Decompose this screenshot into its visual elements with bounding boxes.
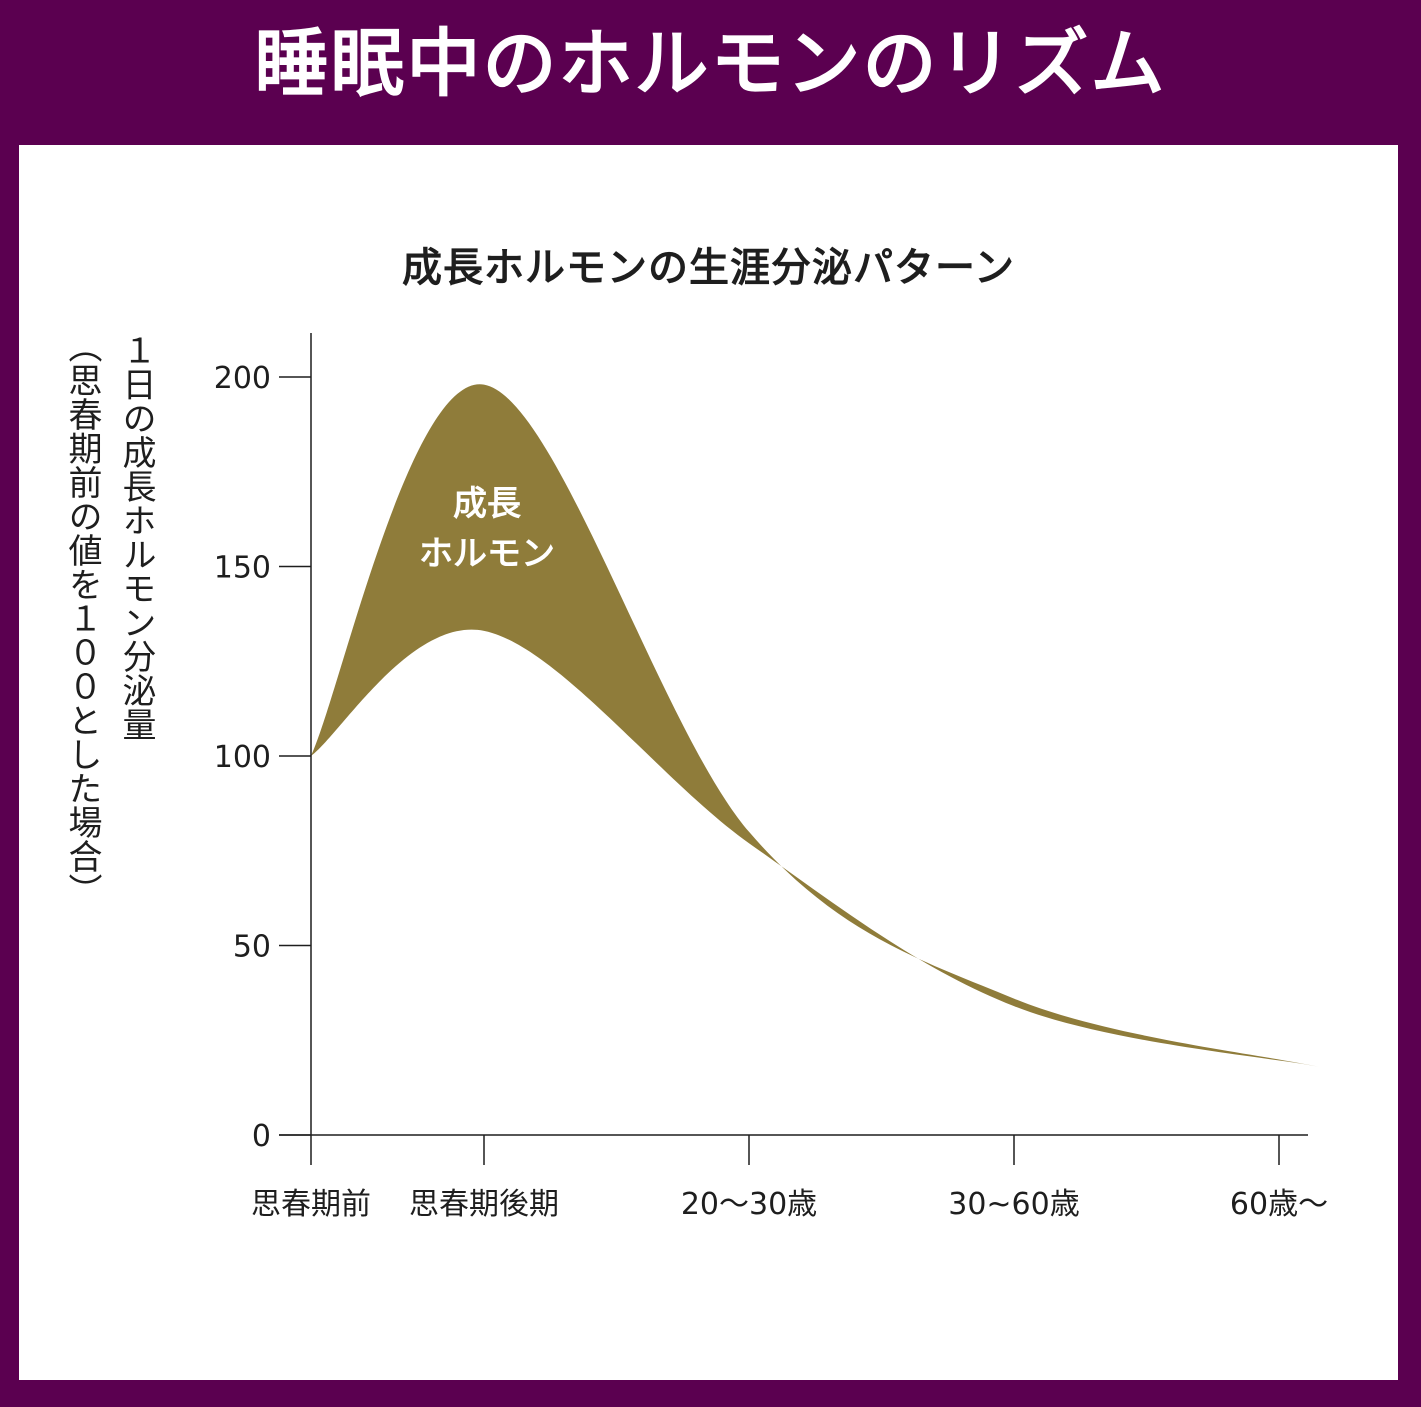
y-axis-label-note: （思春期前の値を１００とした場合） (62, 329, 102, 907)
y-axis-label: １日の成長ホルモン分泌量 (116, 333, 156, 741)
x-tick-label: 60歳〜 (1230, 1187, 1328, 1222)
x-tick-label: 30~60歳 (948, 1187, 1079, 1222)
y-tick-label: 50 (233, 930, 271, 965)
page-title: 睡眠中のホルモンのリズム (254, 21, 1167, 107)
y-tick-label: 150 (214, 551, 271, 586)
chart-axes (279, 333, 1308, 1136)
y-tick-label: 200 (214, 361, 271, 396)
chart-title: 成長ホルモンの生涯分泌パターン (402, 245, 1015, 291)
y-tick-label: 100 (214, 740, 271, 775)
x-tick-label: 20〜30歳 (681, 1187, 817, 1222)
y-tick-label: 0 (252, 1119, 271, 1154)
x-tick-label: 思春期前 (251, 1187, 371, 1222)
chart-panel: 成長ホルモンの生涯分泌パターン １日の成長ホルモン分泌量 （思春期前の値を１００… (19, 145, 1398, 1380)
growth-hormone-band (311, 384, 1319, 1067)
chart-canvas: 200 150 100 50 0 思春期前 思春期後期 20〜30歳 30~60歳 60歳〜 成… (214, 333, 1328, 1222)
band-label-line-1: 成長 (453, 484, 522, 524)
band-label-line-2: ホルモン (419, 534, 555, 574)
x-tick-label: 思春期後期 (409, 1187, 559, 1222)
